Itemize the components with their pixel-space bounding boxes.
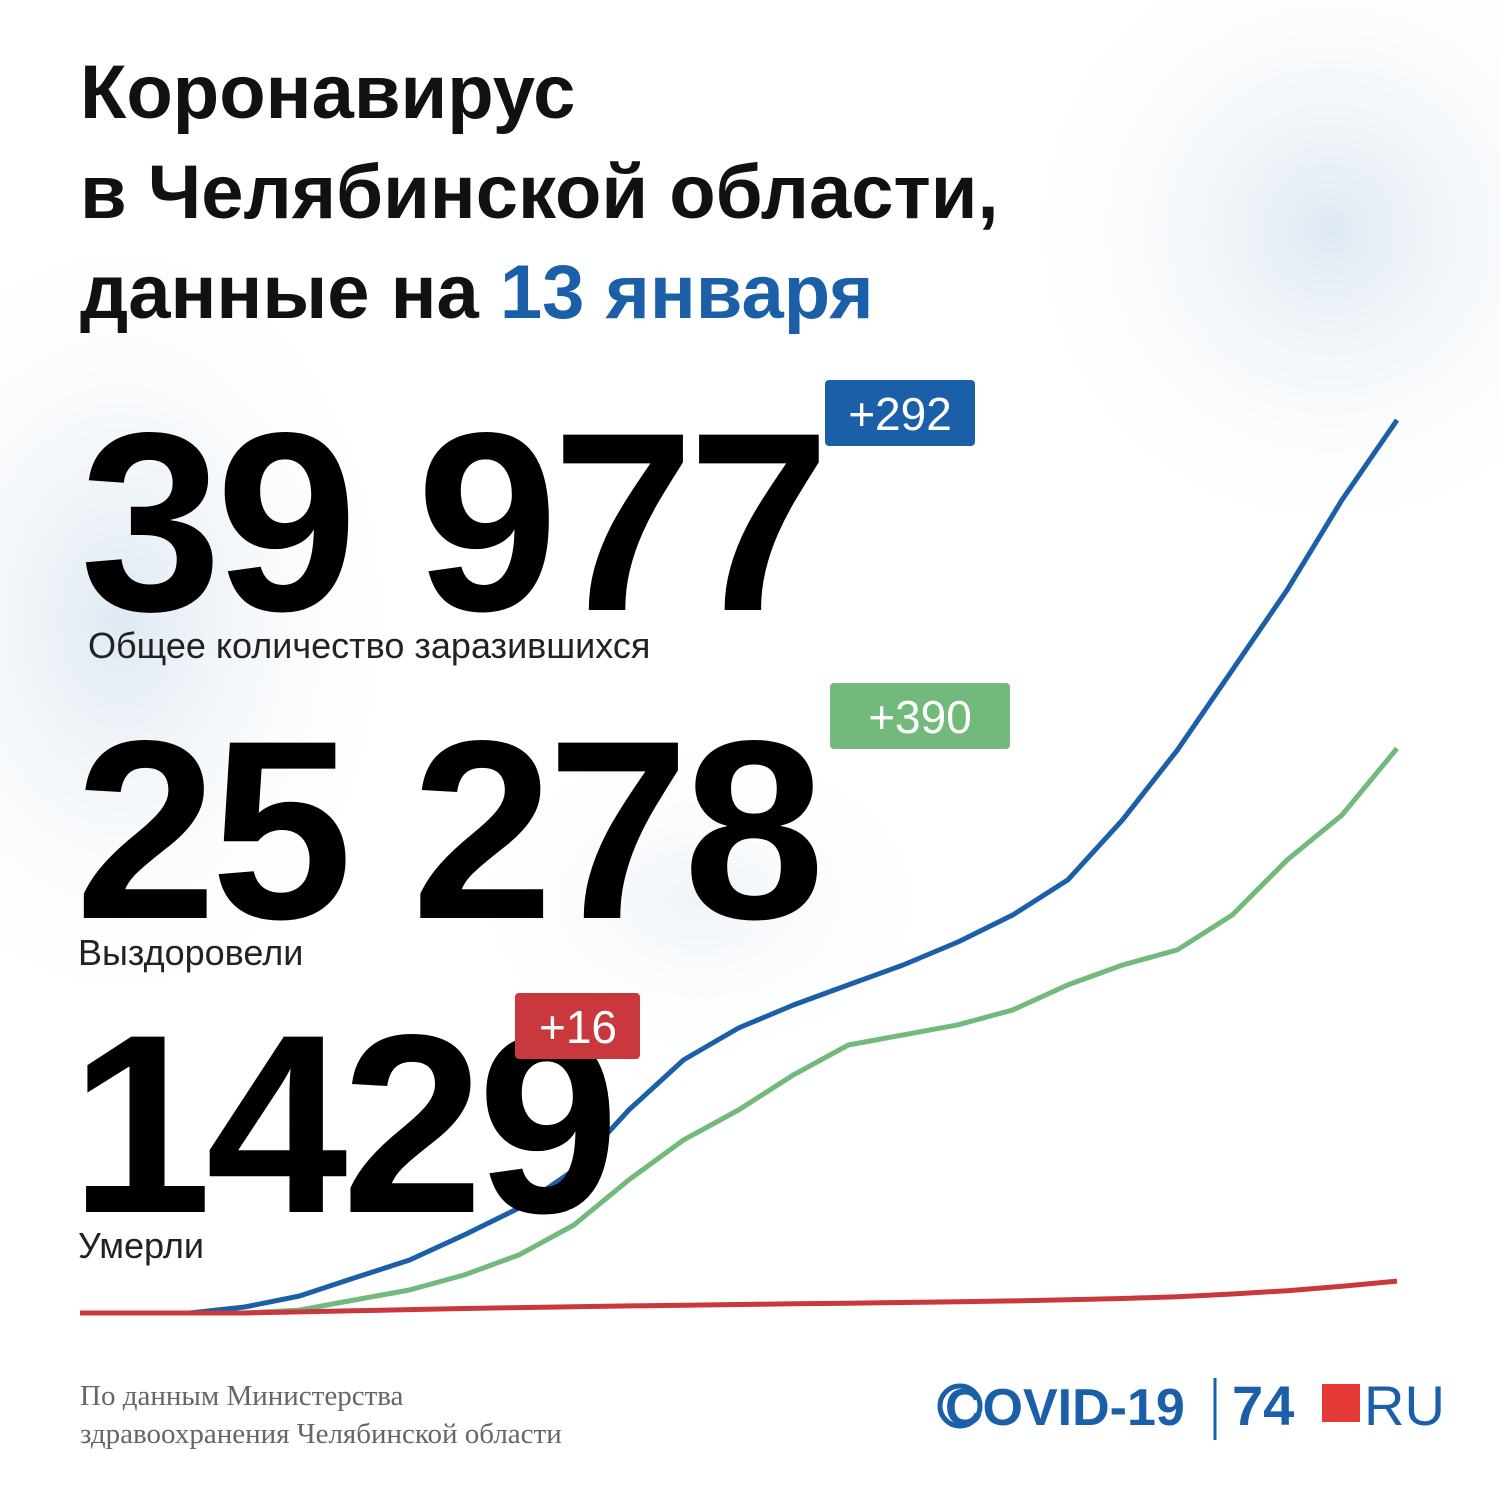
stat-label: Общее количество заразившихся [88, 625, 650, 666]
source-line: По данным Министерства [80, 1380, 404, 1412]
stat-label: Выздоровели [78, 932, 303, 973]
logo-ru: RU [1364, 1374, 1445, 1437]
background [0, 0, 1500, 1080]
logo-74: 74 [1232, 1374, 1294, 1437]
title-line: данные на 13 января [80, 250, 874, 335]
logo-covid: COVID-19 [945, 1379, 1185, 1437]
badge [830, 683, 1010, 749]
chart [80, 418, 1400, 1316]
stat-delta: +390 [868, 691, 972, 743]
source-line: здравоохранения Челябинской области [80, 1418, 562, 1450]
stat-value: 25 278 [75, 688, 819, 973]
badge [515, 993, 640, 1059]
stat-delta: +16 [539, 1001, 617, 1053]
stat-delta: +292 [848, 388, 952, 440]
title-date: 13 января [500, 250, 874, 335]
series-line [80, 1278, 1398, 1316]
series-line [80, 418, 1400, 1316]
logo-square [1322, 1384, 1360, 1422]
badge [825, 380, 975, 446]
title-line: в Челябинской области, [80, 150, 999, 235]
stat-value: 39 977 [80, 380, 824, 665]
logo: COVID-19 74 RU [937, 1374, 1445, 1440]
stat-label: Умерли [78, 1225, 204, 1266]
title-text: данные на [80, 250, 480, 335]
title-line: Коронавирус [80, 50, 575, 135]
